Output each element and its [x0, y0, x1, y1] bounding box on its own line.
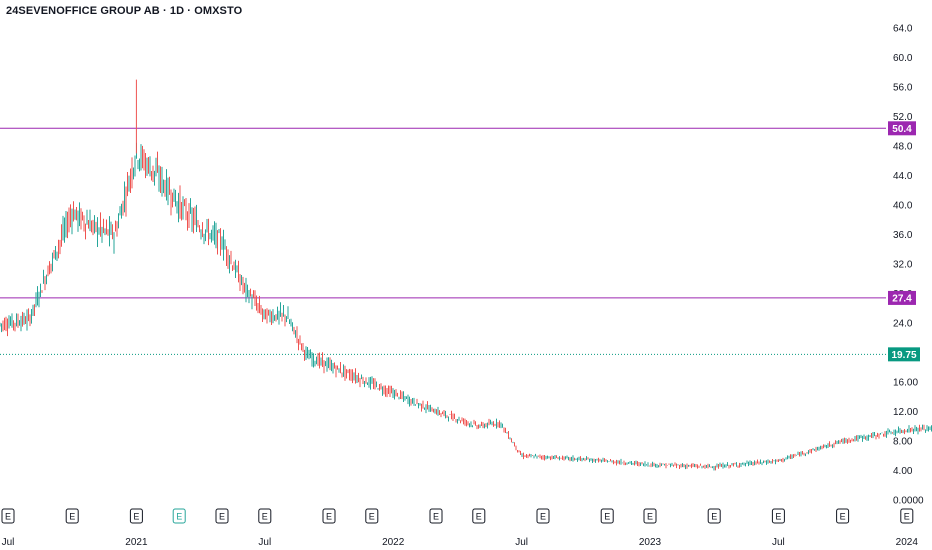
svg-text:E: E — [176, 512, 182, 522]
svg-text:E: E — [840, 512, 846, 522]
event-marker[interactable]: E — [836, 508, 850, 524]
event-marker[interactable]: E — [771, 508, 785, 524]
event-marker[interactable]: E — [900, 508, 914, 524]
event-marker[interactable]: E — [536, 508, 550, 524]
chart-title: 24SEVENOFFICE GROUP AB · 1D · OMXSTO — [6, 5, 243, 17]
level-tag-text: 27.4 — [892, 293, 912, 304]
y-tick-label: 8.00 — [893, 437, 913, 448]
svg-text:E: E — [476, 512, 482, 522]
last-price-tag: 19.75 — [888, 347, 920, 362]
svg-text:E: E — [775, 512, 781, 522]
event-marker[interactable]: E — [365, 508, 379, 524]
y-axis: 64.060.056.052.048.044.040.036.032.028.0… — [893, 24, 924, 507]
svg-text:E: E — [604, 512, 610, 522]
svg-text:E: E — [647, 512, 653, 522]
event-marker[interactable]: E — [258, 508, 272, 524]
price-tags: 50.4 27.4 19.75 — [888, 121, 920, 362]
y-tick-label: 56.0 — [893, 83, 913, 94]
x-axis: Jul2021Jul2022Jul2023Jul2024Jul2025Jul20… — [2, 537, 919, 548]
y-tick-label: 60.0 — [893, 53, 913, 64]
y-tick-label: 12.00 — [893, 407, 918, 418]
event-marker[interactable]: E — [1, 508, 15, 524]
svg-text:E: E — [540, 512, 546, 522]
svg-text:E: E — [5, 512, 11, 522]
svg-text:E: E — [133, 512, 139, 522]
svg-text:E: E — [711, 512, 717, 522]
svg-text:E: E — [219, 512, 225, 522]
y-tick-label: 32.0 — [893, 260, 913, 271]
last-tag-text: 19.75 — [891, 350, 916, 361]
level-price-tag: 27.4 — [888, 290, 916, 305]
x-tick-label: 2024 — [896, 537, 919, 548]
x-tick-label: Jul — [258, 537, 271, 548]
svg-text:E: E — [433, 512, 439, 522]
svg-text:E: E — [69, 512, 75, 522]
y-tick-label: 44.0 — [893, 171, 913, 182]
y-tick-label: 48.0 — [893, 142, 913, 153]
horizontal-levels — [0, 127, 886, 355]
candles — [0, 79, 932, 471]
svg-text:E: E — [262, 512, 268, 522]
event-marker[interactable]: E — [129, 508, 143, 524]
svg-text:E: E — [369, 512, 375, 522]
y-tick-label: 52.0 — [893, 112, 913, 123]
event-marker[interactable]: E — [322, 508, 336, 524]
svg-text:E: E — [326, 512, 332, 522]
x-tick-label: Jul — [772, 537, 785, 548]
event-marker[interactable]: E — [172, 508, 186, 524]
x-tick-label: Jul — [515, 537, 528, 548]
event-marker[interactable]: E — [643, 508, 657, 524]
y-tick-label: 40.0 — [893, 201, 913, 212]
level-tag-bg — [888, 121, 916, 136]
level-price-tag: 50.4 — [888, 121, 916, 136]
events: EEEEEEEEEEEEEEEEEEEEEDE — [1, 508, 914, 524]
event-marker[interactable]: E — [707, 508, 721, 524]
y-tick-label: 64.0 — [893, 24, 913, 35]
event-marker[interactable]: E — [472, 508, 486, 524]
x-tick-label: Jul — [2, 537, 15, 548]
x-tick-label: 2023 — [639, 537, 662, 548]
level-tag-text: 50.4 — [892, 124, 912, 135]
event-marker[interactable]: E — [215, 508, 229, 524]
event-marker[interactable]: E — [429, 508, 443, 524]
y-tick-label: 0.0000 — [893, 496, 924, 507]
y-tick-label: 16.00 — [893, 378, 918, 389]
event-marker[interactable]: E — [65, 508, 79, 524]
event-marker[interactable]: E — [600, 508, 614, 524]
level-tag-bg — [888, 290, 916, 305]
y-tick-label: 24.0 — [893, 319, 913, 330]
y-tick-label: 4.00 — [893, 466, 913, 477]
y-tick-label: 36.0 — [893, 230, 913, 241]
x-tick-label: 2022 — [382, 537, 405, 548]
svg-text:E: E — [904, 512, 910, 522]
last-tag-bg — [888, 347, 920, 362]
x-tick-label: 2021 — [125, 537, 148, 548]
